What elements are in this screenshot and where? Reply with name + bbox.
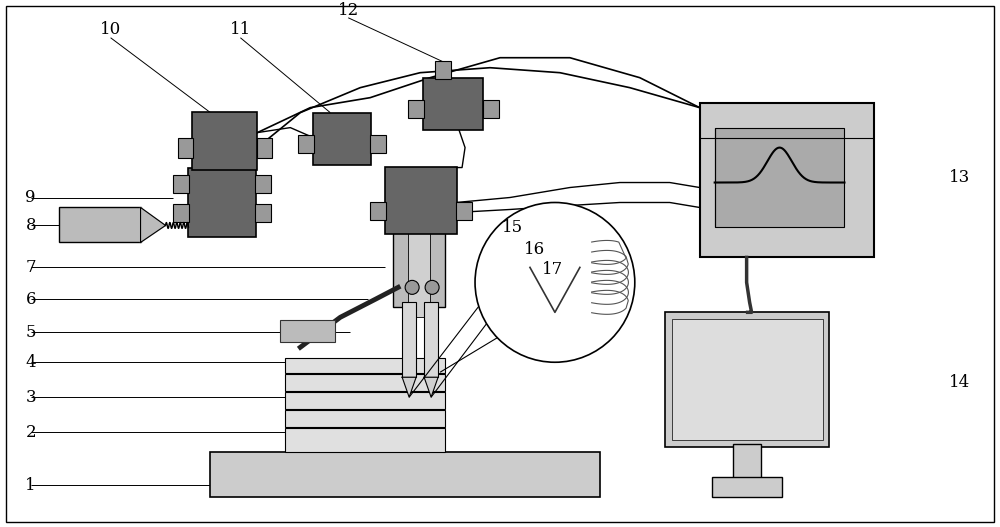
Bar [257, 138, 272, 158]
Text: 2: 2 [25, 424, 36, 441]
Bar [192, 112, 257, 170]
Bar [313, 113, 371, 164]
Bar [173, 204, 189, 222]
Bar [285, 358, 445, 373]
Bar [255, 174, 271, 192]
Polygon shape [402, 377, 416, 397]
Text: 3: 3 [25, 389, 36, 406]
Circle shape [405, 280, 419, 295]
Bar [370, 202, 386, 220]
Text: 13: 13 [949, 169, 970, 186]
Bar [402, 302, 416, 377]
Bar [188, 168, 256, 238]
Bar [423, 77, 483, 130]
Bar [424, 302, 438, 377]
Polygon shape [424, 377, 438, 397]
Bar [173, 174, 189, 192]
Text: 16: 16 [524, 241, 546, 258]
Circle shape [425, 280, 439, 295]
Text: 11: 11 [230, 21, 251, 38]
Text: 17: 17 [542, 261, 564, 278]
Text: 15: 15 [502, 219, 524, 236]
Bar [255, 204, 271, 222]
Circle shape [475, 202, 635, 362]
Bar [285, 392, 445, 409]
Bar [712, 477, 782, 497]
Bar [700, 103, 874, 257]
Text: 12: 12 [338, 2, 359, 19]
Bar [178, 138, 193, 158]
Bar [59, 208, 141, 242]
Text: 4: 4 [25, 354, 36, 371]
Text: 5: 5 [25, 324, 36, 341]
Bar [672, 319, 823, 440]
Text: 6: 6 [25, 291, 36, 308]
Bar [408, 232, 430, 317]
Text: 1: 1 [25, 476, 36, 494]
Bar [665, 313, 829, 447]
Bar [456, 202, 472, 220]
Bar [298, 134, 314, 153]
Bar [435, 61, 451, 79]
Text: 10: 10 [100, 21, 121, 38]
Bar [370, 134, 386, 153]
Bar [280, 320, 335, 342]
Text: 9: 9 [25, 189, 36, 206]
Bar [285, 374, 445, 391]
Text: 8: 8 [25, 217, 36, 234]
Bar [285, 428, 445, 452]
Bar [285, 410, 445, 427]
Polygon shape [141, 208, 166, 242]
Bar [483, 100, 499, 118]
Bar [385, 167, 457, 235]
Text: 7: 7 [25, 259, 36, 276]
Bar [210, 452, 600, 497]
Bar [715, 128, 844, 228]
Bar [393, 232, 445, 307]
Text: 14: 14 [949, 374, 970, 391]
Bar [408, 100, 424, 118]
Bar [733, 444, 761, 479]
